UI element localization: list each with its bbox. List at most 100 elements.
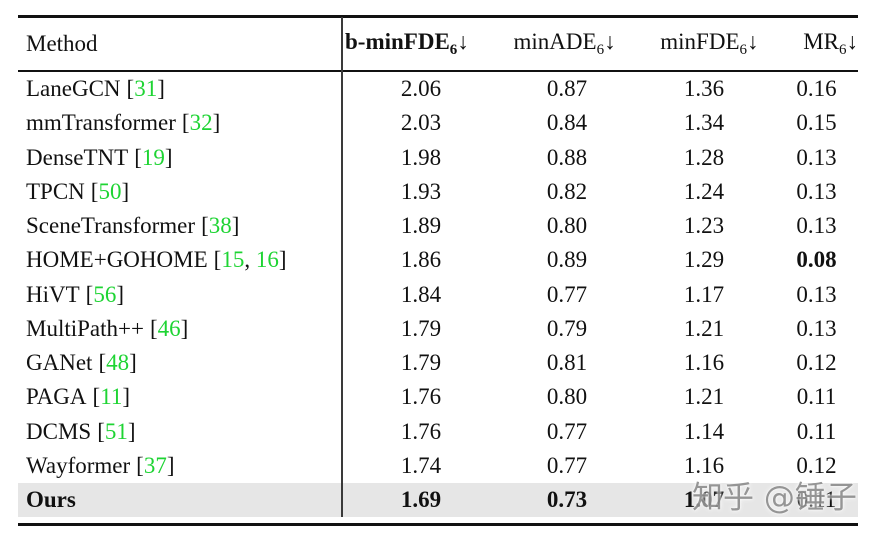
metric-value-minfde: 1.34 xyxy=(683,110,725,136)
metric-value-b-minfde: 1.98 xyxy=(400,144,442,170)
metric-value-minfde: 1.28 xyxy=(683,144,725,170)
metric-value-minfde: 1.16 xyxy=(683,452,725,478)
metric-value-mr: 0.11 xyxy=(796,384,837,410)
citation-number: 31 xyxy=(134,76,158,102)
method-cell: Ours xyxy=(18,487,341,513)
citation-close-bracket: ] xyxy=(157,76,165,102)
method-cell: DCMS [51] xyxy=(18,419,341,445)
method-name: MultiPath++ xyxy=(26,315,144,341)
metric-value-b-minfde: 1.74 xyxy=(400,452,442,478)
citation: [38] xyxy=(201,213,239,238)
method-cell: mmTransformer [32] xyxy=(18,110,341,136)
citation-numbers: 32 xyxy=(190,110,213,135)
metric-value-minade: 0.77 xyxy=(546,418,588,444)
citation-number: 48 xyxy=(106,350,130,376)
citation-number: 46 xyxy=(157,315,181,341)
citation: [11] xyxy=(93,384,131,409)
method-name: Ours xyxy=(26,487,76,513)
citation-numbers: 31 xyxy=(134,76,157,101)
metric-value-mr: 0.11 xyxy=(796,487,837,513)
method-name: LaneGCN xyxy=(26,76,121,102)
column-header-minfde: minFDE6↓ xyxy=(660,29,759,58)
citation: [48] xyxy=(98,350,136,375)
metric-value-mr: 0.16 xyxy=(796,76,837,102)
citation-number: 16 xyxy=(255,247,279,273)
citation-number: 38 xyxy=(208,213,232,239)
citation: [32] xyxy=(182,110,220,135)
table-bottom-rule xyxy=(18,523,858,526)
citation-open-bracket: [ xyxy=(213,247,222,273)
citation: [37] xyxy=(136,453,174,478)
table-row: HiVT [56] 1.84 0.77 1.17 0.13 xyxy=(18,278,858,312)
down-arrow-icon: ↓ xyxy=(846,29,859,54)
citation: [19] xyxy=(134,145,172,170)
metric-value-minade: 0.84 xyxy=(546,110,588,136)
citation-close-bracket: ] xyxy=(129,350,137,376)
metric-value-minfde: 1.36 xyxy=(683,76,725,102)
down-arrow-icon: ↓ xyxy=(457,29,469,54)
citation-number: 19 xyxy=(141,144,165,170)
metric-value-minade: 0.82 xyxy=(546,178,588,204)
subscript: 6 xyxy=(739,42,748,58)
metric-value-minade: 0.80 xyxy=(546,384,588,410)
citation-numbers: 19 xyxy=(142,145,165,170)
method-name: HiVT xyxy=(26,281,80,307)
table-row: MultiPath++ [46] 1.79 0.79 1.21 0.13 xyxy=(18,312,858,346)
metric-value-b-minfde: 1.86 xyxy=(400,247,442,273)
table-row: HOME+GOHOME [15, 16] 1.86 0.89 1.29 0.08 xyxy=(18,243,858,277)
metric-value-b-minfde: 2.03 xyxy=(400,110,442,136)
citation-open-bracket: [ xyxy=(92,384,101,410)
method-name: PAGA xyxy=(26,384,87,410)
table-row: Wayformer [37] 1.74 0.77 1.16 0.12 xyxy=(18,449,858,483)
citation-open-bracket: [ xyxy=(98,350,107,376)
table-row: GANet [48] 1.79 0.81 1.16 0.12 xyxy=(18,346,858,380)
method-cell: GANet [48] xyxy=(18,350,341,376)
citation-number: 51 xyxy=(104,418,128,444)
table-row: DenseTNT [19] 1.98 0.88 1.28 0.13 xyxy=(18,141,858,175)
column-header-mr: MR6↓ xyxy=(803,29,859,58)
citation-numbers: 48 xyxy=(106,350,129,375)
citation: [56] xyxy=(86,282,124,307)
subscript: 6 xyxy=(596,42,605,58)
citation-separator: , xyxy=(244,247,256,273)
method-name: mmTransformer xyxy=(26,110,176,136)
metric-value-mr: 0.15 xyxy=(796,110,837,136)
metric-value-b-minfde: 1.76 xyxy=(400,418,442,444)
method-cell: TPCN [50] xyxy=(18,179,341,205)
citation-numbers: 56 xyxy=(93,282,116,307)
metric-value-mr: 0.13 xyxy=(796,281,837,307)
citation-numbers: 11 xyxy=(100,384,122,409)
method-cell: Wayformer [37] xyxy=(18,453,341,479)
citation: [31] xyxy=(127,76,165,101)
citation-close-bracket: ] xyxy=(127,418,136,444)
citation-close-bracket: ] xyxy=(212,110,221,136)
citation-open-bracket: [ xyxy=(90,178,99,204)
metric-value-minfde: 1.29 xyxy=(683,247,725,273)
table-header-row: Method b-minFDE6↓ minADE6↓ minFDE6↓ MR6↓ xyxy=(18,18,858,70)
metric-value-mr: 0.13 xyxy=(796,213,837,239)
table-row: TPCN [50] 1.93 0.82 1.24 0.13 xyxy=(18,175,858,209)
citation-number: 11 xyxy=(100,384,123,410)
citation-number: 32 xyxy=(189,110,213,136)
metric-value-minade: 0.88 xyxy=(546,144,588,170)
citation-open-bracket: [ xyxy=(126,76,135,102)
method-cell: DenseTNT [19] xyxy=(18,145,341,171)
citation-open-bracket: [ xyxy=(136,452,144,478)
citation-numbers: 15, 16 xyxy=(221,247,279,272)
method-column-header: Method xyxy=(26,31,98,56)
method-name: GANet xyxy=(26,350,93,376)
citation-open-bracket: [ xyxy=(149,315,158,341)
metric-value-b-minfde: 1.84 xyxy=(400,281,442,307)
metric-value-b-minfde: 1.79 xyxy=(400,350,442,376)
method-cell: SceneTransformer [38] xyxy=(18,213,341,239)
metric-value-b-minfde: 1.79 xyxy=(400,315,442,341)
metric-value-mr: 0.08 xyxy=(796,247,837,273)
citation-close-bracket: ] xyxy=(231,213,240,239)
citation-open-bracket: [ xyxy=(97,418,105,444)
metric-value-b-minfde: 1.93 xyxy=(400,178,442,204)
metric-value-minfde: 1.21 xyxy=(683,384,725,410)
citation: [50] xyxy=(91,179,129,204)
citation-numbers: 37 xyxy=(144,453,167,478)
table-body: LaneGCN [31] 2.06 0.87 1.36 0.16 mmTransf… xyxy=(18,72,858,518)
method-name: DenseTNT xyxy=(26,144,129,170)
